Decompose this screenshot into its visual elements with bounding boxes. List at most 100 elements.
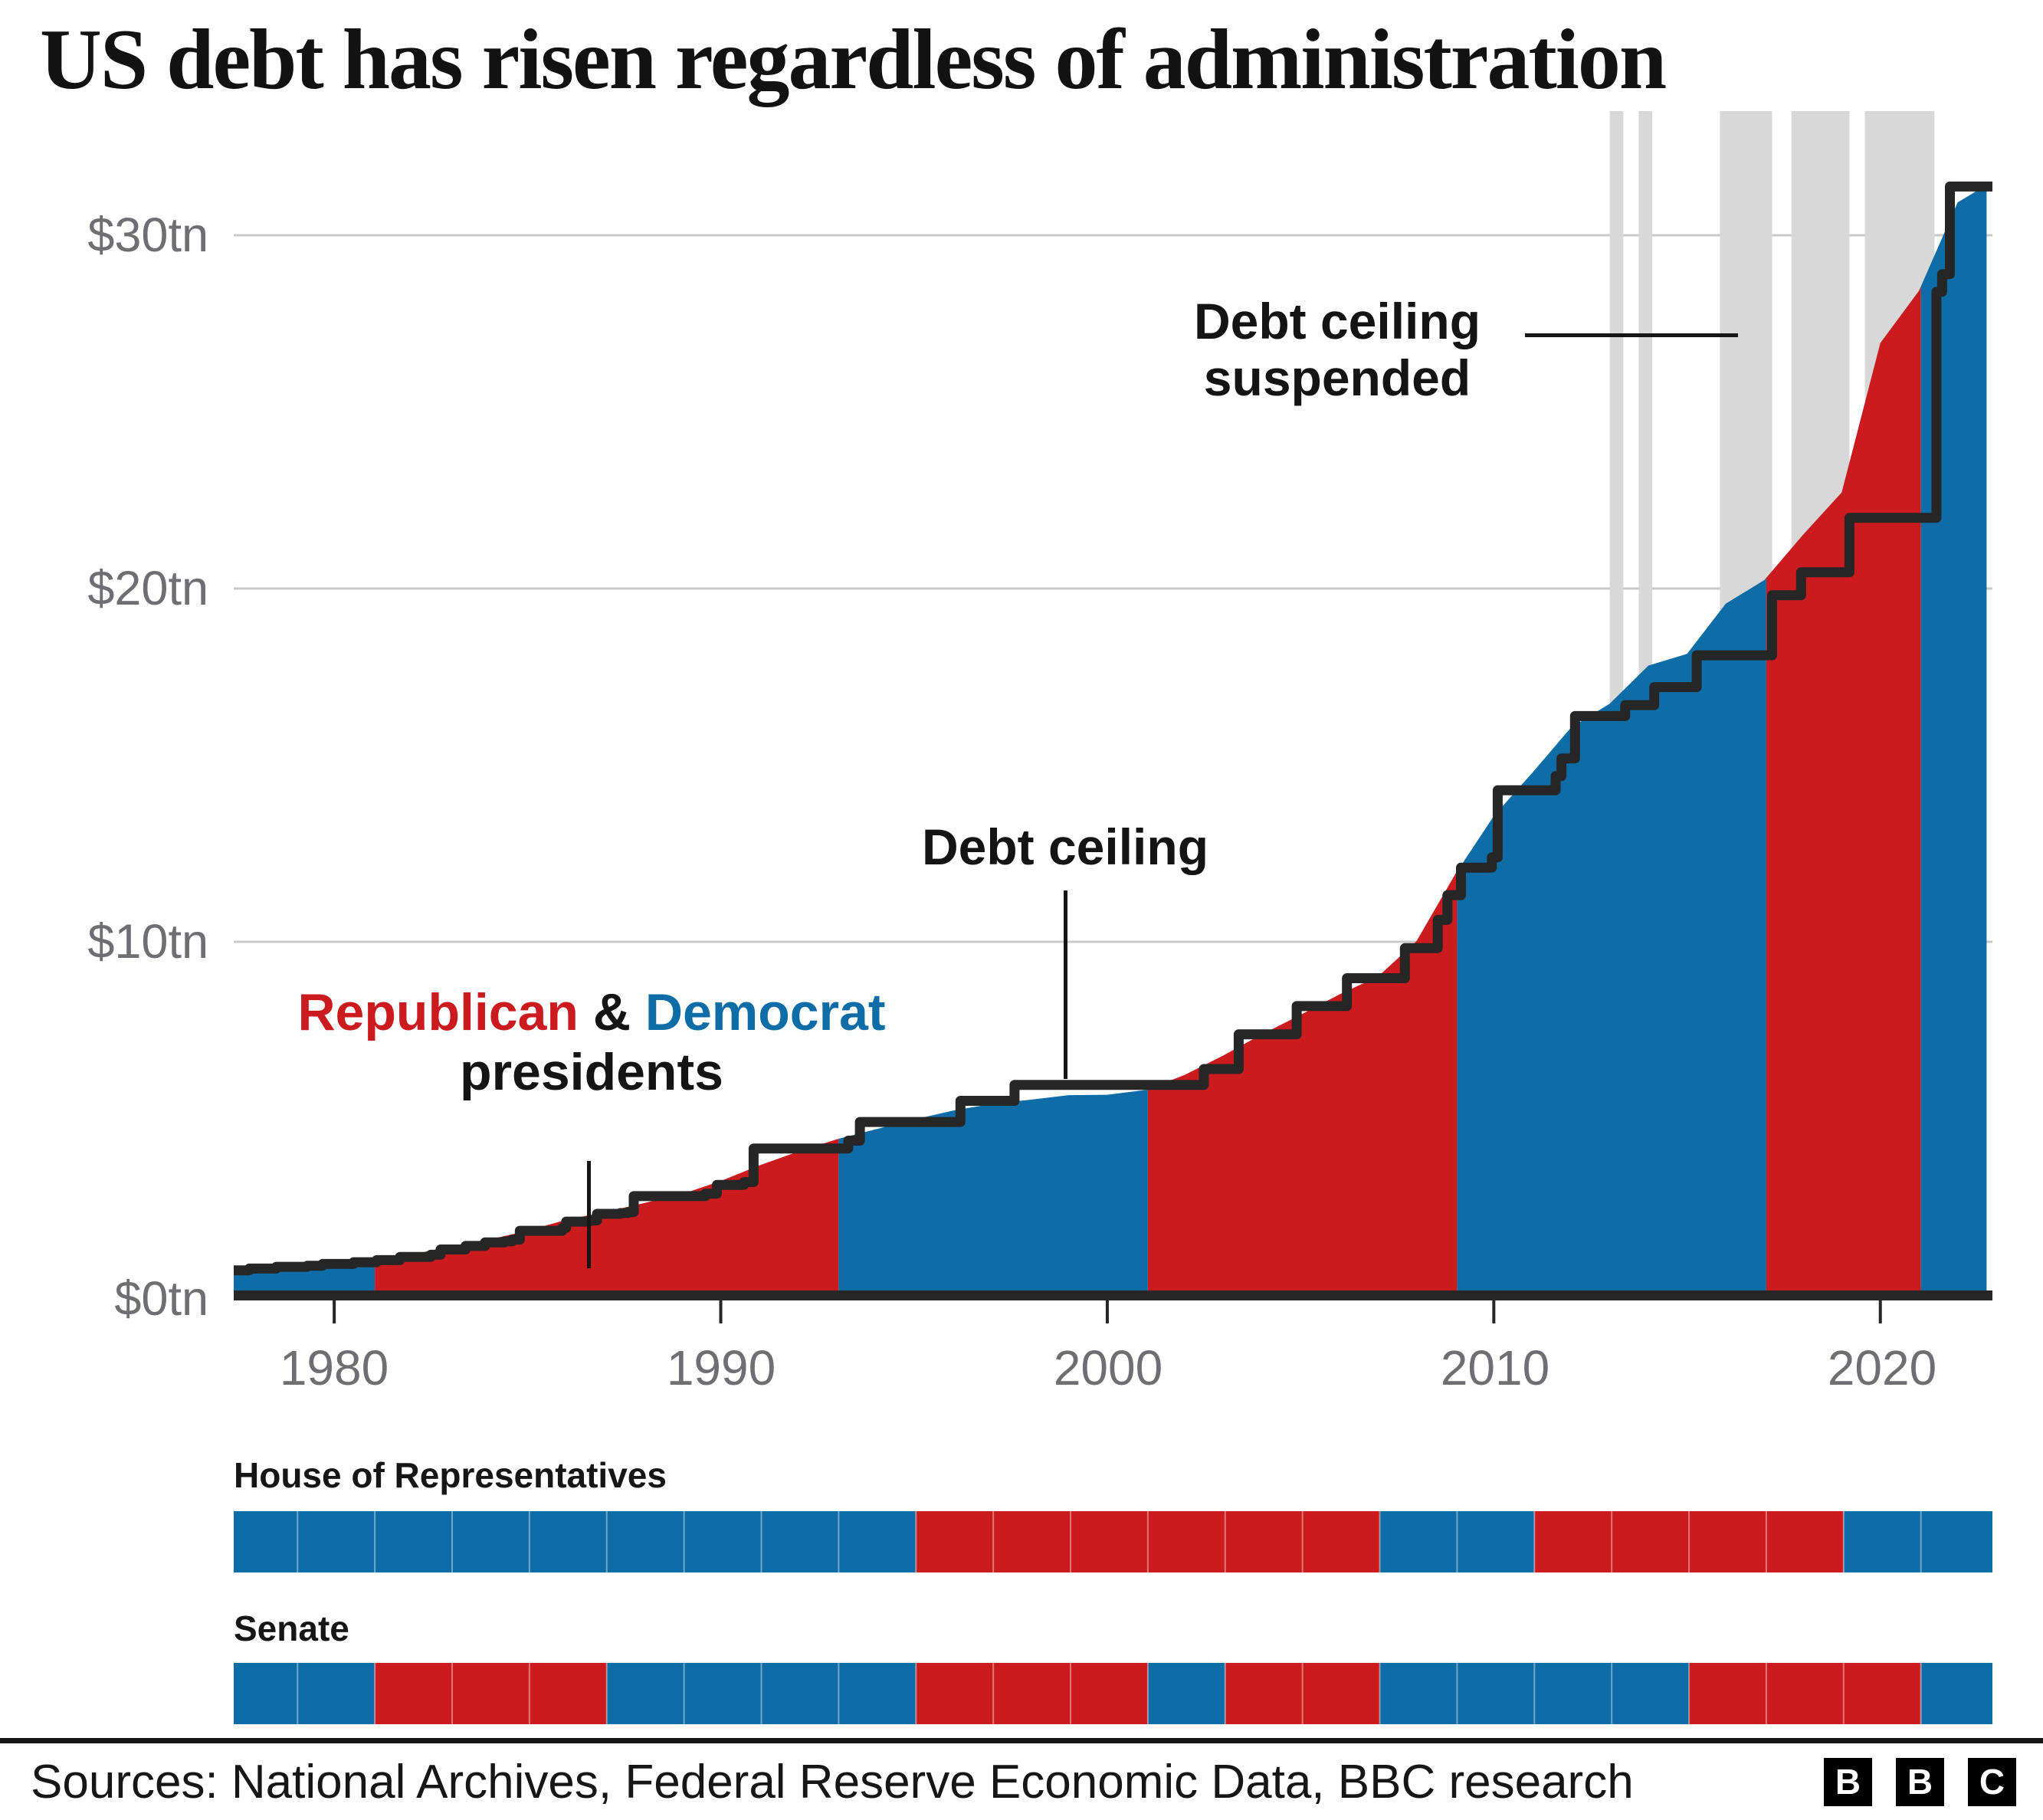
debt-ceiling-line	[234, 181, 1992, 1276]
senate-strip-election-separator	[1611, 1663, 1613, 1724]
senate-strip-election-separator	[915, 1663, 917, 1724]
annotation-suspended-line2: suspended	[1203, 349, 1471, 406]
senate-strip-segment-7-D	[1379, 1663, 1690, 1724]
house-strip-election-separator	[992, 1511, 995, 1572]
x-tick-2000	[1105, 1300, 1109, 1323]
ceiling-pointer-line	[1064, 890, 1067, 1079]
annotation-presidents-line1: Republican & Democrat	[254, 982, 929, 1042]
house-strip-election-separator	[451, 1511, 453, 1572]
senate-strip-segment-6-R	[1225, 1663, 1380, 1724]
senate-strip-election-separator	[605, 1663, 608, 1724]
house-strip-election-separator	[297, 1511, 299, 1572]
y-axis-label-0tn: $0tn	[114, 1272, 208, 1326]
debt-area-D-4	[1457, 577, 1766, 1295]
republican-label: Republican	[297, 983, 579, 1041]
senate-strip-election-separator	[760, 1663, 762, 1724]
house-strip-election-separator	[1301, 1511, 1304, 1572]
house-strip-election-separator	[1070, 1511, 1072, 1572]
house-strip-election-separator	[1224, 1511, 1226, 1572]
senate-strip-segment-1-D	[234, 1663, 375, 1724]
x-axis-label-2010: 2010	[1440, 1340, 1550, 1395]
senate-strip-election-separator	[1920, 1663, 1922, 1724]
y-axis-label-30tn: $30tn	[87, 208, 208, 262]
senate-strip-election-separator	[838, 1663, 840, 1724]
senate-strip-segment-3-D	[606, 1663, 917, 1724]
senate-strip-election-separator	[1301, 1663, 1304, 1724]
senate-strip-election-separator	[1533, 1663, 1536, 1724]
debt-area-R-5	[1766, 286, 1921, 1295]
annotation-presidents-line2: presidents	[460, 1043, 723, 1101]
senate-strip-election-separator	[992, 1663, 995, 1724]
house-strip-election-separator	[760, 1511, 762, 1572]
senate-strip-election-separator	[451, 1663, 453, 1724]
house-strip-segment-2-R	[916, 1511, 1380, 1572]
senate-strip-segment-5-D	[1147, 1663, 1225, 1724]
senate-strip-election-separator	[1070, 1663, 1072, 1724]
presidents-pointer-line	[587, 1161, 591, 1268]
senate-strip-election-separator	[297, 1663, 299, 1724]
senate-strip-election-separator	[683, 1663, 685, 1724]
bbc-logo-letter-b2: B	[1896, 1758, 1944, 1806]
house-strip-election-separator	[605, 1511, 608, 1572]
house-strip-election-separator	[1611, 1511, 1613, 1572]
x-axis-label-1980: 1980	[279, 1340, 389, 1395]
x-tick-2010	[1492, 1300, 1496, 1323]
senate-strip-election-separator	[1224, 1663, 1226, 1724]
bbc-logo: B B C	[1824, 1758, 2023, 1807]
house-strip-election-separator	[1379, 1511, 1381, 1572]
x-axis-label-2000: 2000	[1053, 1340, 1163, 1395]
senate-strip-segment-2-R	[375, 1663, 607, 1724]
house-strip-election-separator	[374, 1511, 376, 1572]
house-strip-label: House of Representatives	[234, 1455, 667, 1495]
sources-text: Sources: National Archives, Federal Rese…	[31, 1756, 1634, 1809]
senate-strip-label: Senate	[234, 1608, 349, 1648]
senate-strip-election-separator	[374, 1663, 376, 1724]
house-strip-election-separator	[528, 1511, 530, 1572]
annotation-suspended-line1: Debt ceiling	[1193, 293, 1481, 349]
house-strip-election-separator	[838, 1511, 840, 1572]
x-axis-line	[234, 1290, 1992, 1300]
x-tick-2020	[1878, 1300, 1882, 1323]
senate-strip-election-separator	[1146, 1663, 1149, 1724]
senate-strip-election-separator	[1456, 1663, 1458, 1724]
house-strip-election-separator	[1456, 1511, 1458, 1572]
house-strip-election-separator	[1765, 1511, 1767, 1572]
bbc-logo-letter-c: C	[1968, 1758, 2016, 1806]
senate-strip-election-separator	[1379, 1663, 1381, 1724]
senate-strip-election-separator	[1765, 1663, 1767, 1724]
debt-area-D-2	[838, 1089, 1148, 1295]
x-tick-1990	[719, 1300, 723, 1323]
suspended-pointer-line	[1525, 333, 1738, 337]
house-strip-election-separator	[1688, 1511, 1690, 1572]
senate-strip-election-separator	[528, 1663, 530, 1724]
house-strip-segment-1-D	[234, 1511, 917, 1572]
x-tick-1980	[333, 1300, 336, 1323]
bbc-logo-letter-b1: B	[1824, 1758, 1872, 1806]
house-strip-election-separator	[1533, 1511, 1536, 1572]
house-strip-election-separator	[1920, 1511, 1922, 1572]
house-strip-segment-3-D	[1379, 1511, 1535, 1572]
x-axis-label-1990: 1990	[666, 1340, 776, 1395]
ampersand-label: &	[592, 983, 631, 1041]
annotation-presidents: Republican & Democrat presidents	[254, 982, 929, 1102]
senate-strip-segment-9-D	[1920, 1663, 1992, 1724]
house-strip-election-separator	[915, 1511, 917, 1572]
house-strip-election-separator	[683, 1511, 685, 1572]
y-axis-label-20tn: $20tn	[87, 562, 208, 615]
x-axis-label-2020: 2020	[1827, 1340, 1937, 1395]
footer-divider	[0, 1738, 2043, 1743]
senate-strip-election-separator	[1842, 1663, 1845, 1724]
chart-title: US debt has risen regardless of administ…	[40, 12, 1667, 107]
democrat-label: Democrat	[644, 983, 886, 1041]
annotation-debt-ceiling: Debt ceiling	[921, 818, 1209, 875]
y-axis-label-10tn: $10tn	[87, 915, 208, 969]
house-strip-election-separator	[1146, 1511, 1149, 1572]
senate-strip-segment-8-R	[1689, 1663, 1921, 1724]
senate-strip-segment-4-R	[916, 1663, 1148, 1724]
annotation-debt-ceiling-suspended: Debt ceiling suspended	[1115, 293, 1559, 406]
house-strip-election-separator	[1842, 1511, 1845, 1572]
house-strip-segment-5-D	[1843, 1511, 1992, 1572]
house-strip-segment-4-R	[1534, 1511, 1844, 1572]
